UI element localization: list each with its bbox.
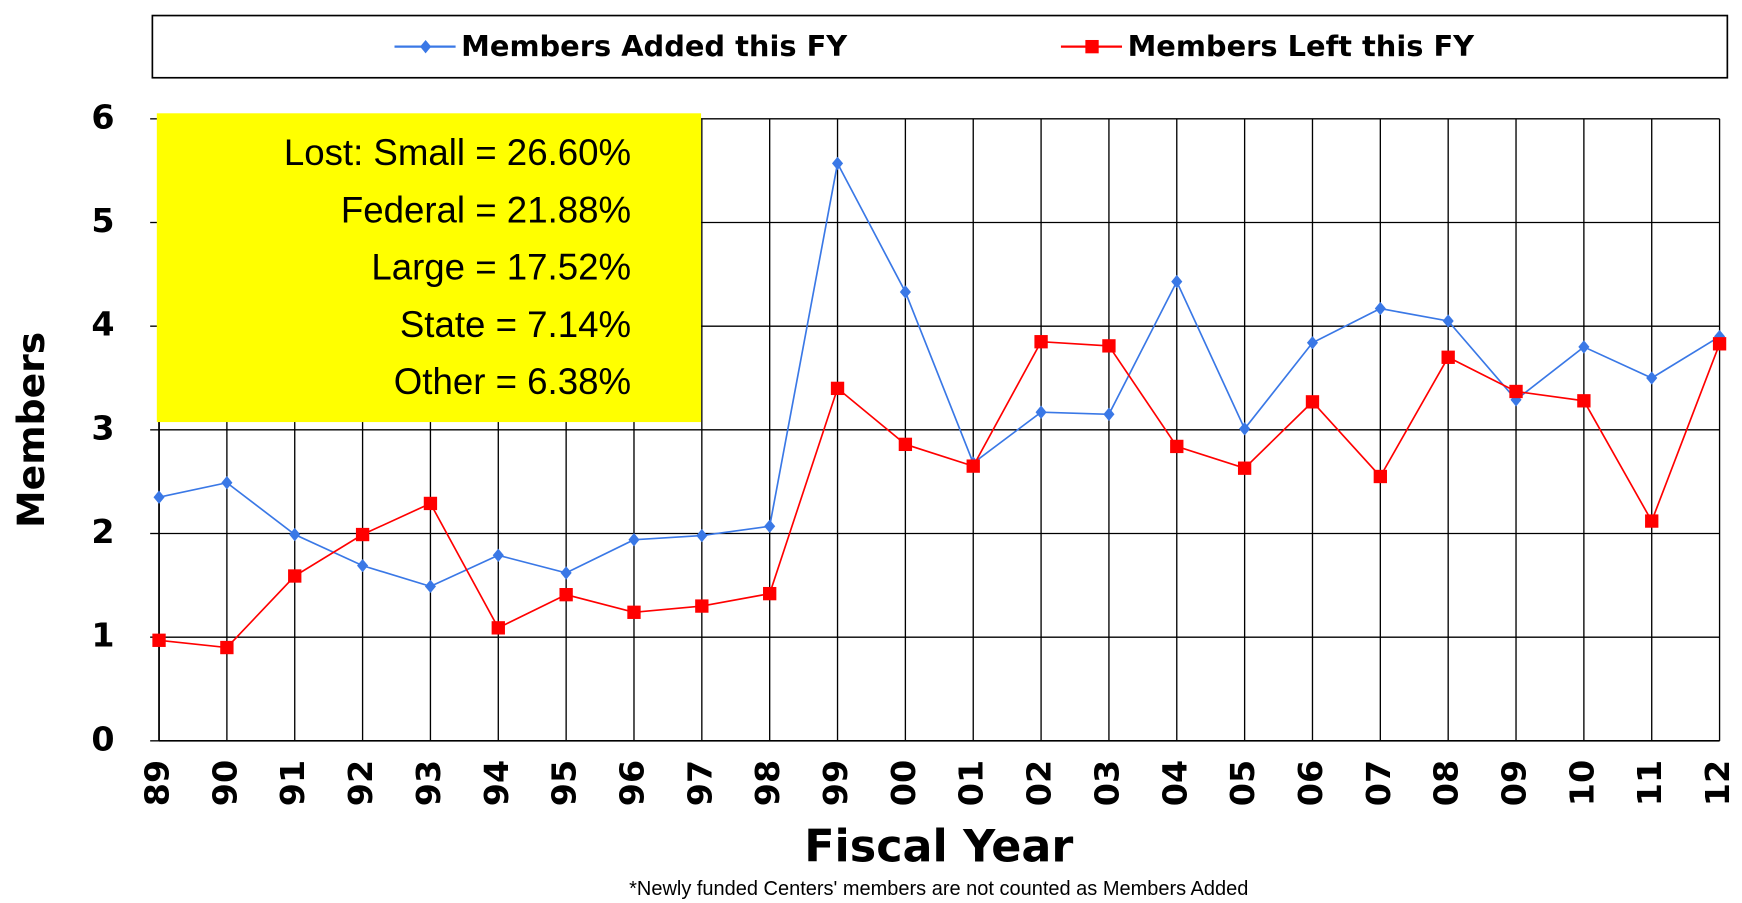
- x-tick-label: 03: [1087, 760, 1126, 806]
- square-marker: [152, 633, 166, 647]
- square-marker: [423, 496, 438, 511]
- y-tick-label: 0: [91, 719, 114, 758]
- x-tick-label: 92: [341, 760, 380, 806]
- y-tick-label: 1: [91, 616, 114, 655]
- diamond-marker: [1035, 405, 1047, 419]
- x-tick-label: 94: [477, 760, 516, 806]
- square-marker: [1441, 350, 1455, 364]
- legend-box: [151, 14, 1729, 79]
- diamond-marker: [1306, 336, 1319, 350]
- x-tick-label: 00: [884, 760, 923, 806]
- square-marker: [491, 621, 505, 635]
- square-marker: [1577, 394, 1591, 408]
- x-tick-label: 95: [545, 760, 584, 806]
- x-tick-label: 96: [612, 760, 651, 806]
- x-tick-label: 10: [1562, 760, 1601, 806]
- legend-label: Members Added this FY: [461, 29, 848, 63]
- square-marker: [898, 437, 913, 452]
- x-tick-label: 99: [816, 760, 855, 806]
- diamond-marker: [831, 156, 844, 171]
- annotation-line: State = 7.14%: [400, 304, 631, 345]
- square-marker: [1237, 461, 1252, 475]
- diamond-marker: [696, 528, 708, 543]
- square-marker: [1102, 339, 1116, 353]
- y-tick-label: 6: [91, 97, 114, 136]
- diamond-marker: [899, 285, 911, 299]
- x-tick-label: 91: [273, 760, 312, 806]
- square-marker: [1373, 469, 1387, 484]
- square-marker: [559, 588, 573, 602]
- y-tick-label: 4: [91, 305, 114, 344]
- y-tick-label: 3: [91, 408, 114, 447]
- x-tick-label: 04: [1155, 760, 1194, 806]
- x-tick-label: 11: [1630, 760, 1669, 806]
- square-marker: [1034, 335, 1048, 349]
- diamond-marker: [357, 558, 369, 573]
- x-tick-label: 98: [748, 760, 787, 806]
- diamond-marker: [221, 476, 233, 490]
- annotation-box: [156, 113, 702, 423]
- square-marker: [220, 640, 234, 655]
- square-marker: [1645, 514, 1659, 528]
- diamond-marker: [560, 566, 572, 580]
- x-tick-label: 89: [138, 760, 177, 806]
- square-marker: [1509, 384, 1523, 399]
- x-tick-label: 93: [409, 760, 448, 806]
- annotation-line: Large = 17.52%: [371, 247, 631, 288]
- square-marker: [627, 605, 641, 619]
- x-tick-label: 01: [952, 760, 991, 806]
- footnote: *Newly funded Centers' members are not c…: [629, 878, 1248, 900]
- square-marker: [830, 381, 845, 396]
- x-tick-label: 12: [1698, 760, 1737, 806]
- square-marker: [1712, 337, 1727, 351]
- square-marker: [763, 586, 777, 601]
- square-marker: [695, 599, 709, 613]
- x-tick-label: 06: [1291, 760, 1330, 806]
- annotation-line: Lost: Small = 26.60%: [284, 132, 631, 173]
- square-marker: [1085, 39, 1099, 54]
- x-tick-label: 02: [1020, 760, 1059, 806]
- diamond-marker: [1171, 274, 1183, 289]
- diamond-marker: [1239, 422, 1251, 436]
- square-marker: [355, 527, 370, 542]
- diamond-marker: [153, 490, 165, 504]
- diamond-marker: [1578, 340, 1590, 354]
- diamond-marker: [1442, 314, 1454, 328]
- y-tick-label: 5: [91, 201, 114, 240]
- square-marker: [1170, 439, 1184, 454]
- series-line: [158, 340, 1721, 649]
- diamond-marker: [420, 39, 432, 54]
- diamond-marker: [289, 527, 301, 542]
- annotation-line: Federal = 21.88%: [341, 189, 631, 230]
- x-axis-title: Fiscal Year: [804, 822, 1073, 873]
- x-tick-label: 97: [680, 760, 719, 806]
- square-marker: [1305, 395, 1320, 409]
- diamond-marker: [1646, 371, 1658, 385]
- diamond-marker: [628, 533, 640, 547]
- x-tick-label: 05: [1223, 760, 1262, 806]
- x-tick-label: 09: [1495, 760, 1534, 806]
- diamond-marker: [764, 519, 776, 533]
- annotation-line: Other = 6.38%: [394, 361, 631, 402]
- y-tick-label: 2: [91, 512, 114, 551]
- square-marker: [288, 569, 302, 583]
- diamond-marker: [492, 548, 504, 562]
- square-marker: [966, 459, 980, 473]
- diamond-marker: [1103, 407, 1115, 421]
- y-axis-title: Members: [9, 332, 53, 528]
- x-tick-label: 08: [1427, 760, 1466, 806]
- x-tick-label: 90: [205, 760, 244, 806]
- legend-label: Members Left this FY: [1128, 29, 1476, 63]
- diamond-marker: [1374, 301, 1386, 316]
- x-tick-label: 07: [1359, 760, 1398, 806]
- series-line: [158, 160, 1721, 588]
- diamond-marker: [424, 579, 436, 594]
